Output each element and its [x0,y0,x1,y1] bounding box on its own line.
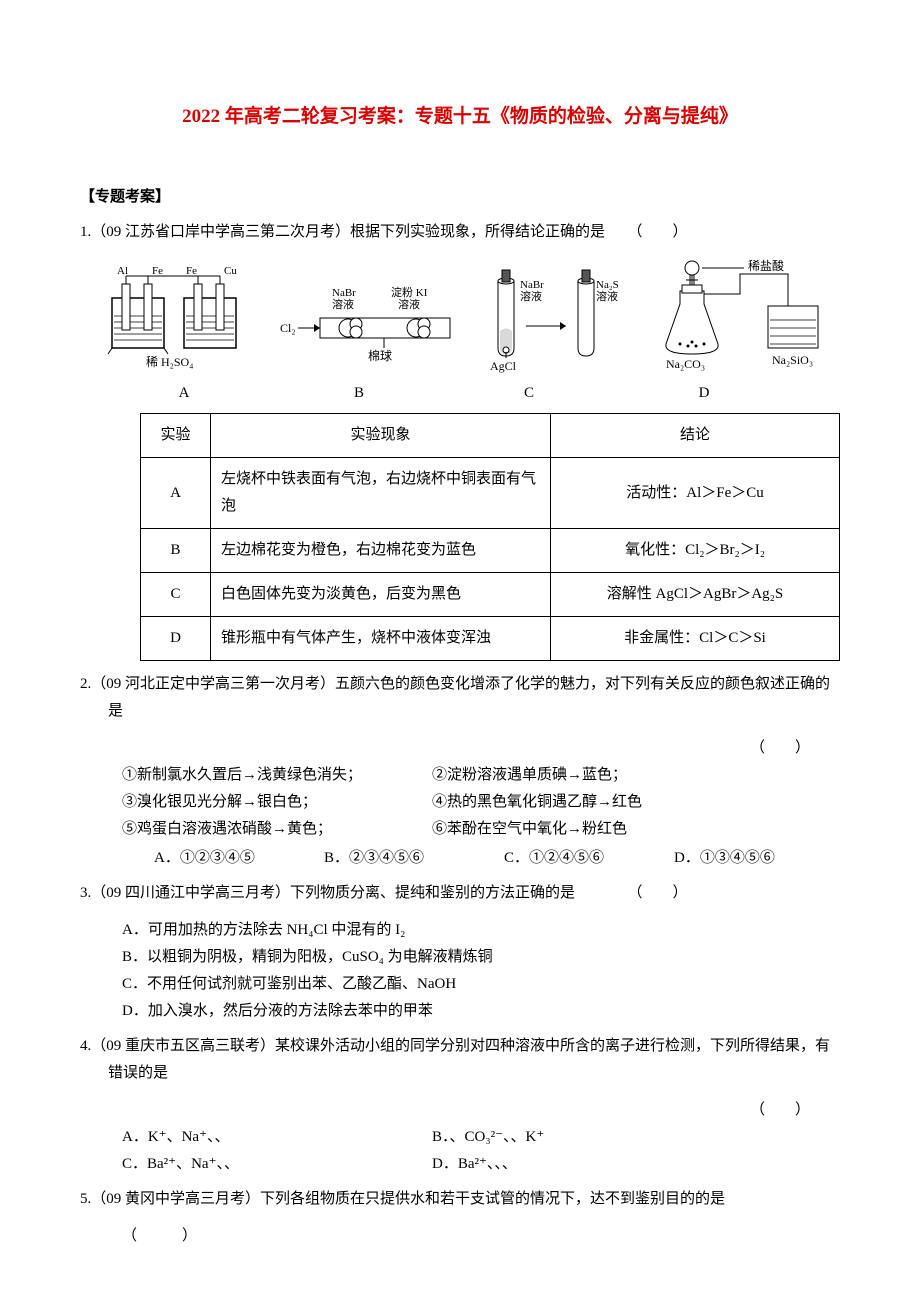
page-title: 2022 年高考二轮复习考案：专题十五《物质的检验、分离与提纯》 [80,100,840,134]
table-head-row: 实验 实验现象 结论 [141,414,840,458]
th-concl: 结论 [551,414,840,458]
q3-optC: C．不用任何试剂就可鉴别出苯、乙酸乙酯、NaOH [80,971,840,998]
table-row: B 左边棉花变为橙色，右边棉花变为蓝色 氧化性：Cl₂＞Br₂＞I₂ [141,529,840,573]
label-cotton: 棉球 [368,349,392,363]
q4-line-right: （ ） . [80,1097,840,1124]
label-cl2: Cl₂ [280,321,296,335]
q1-table: 实验 实验现象 结论 A 左烧杯中铁表面有气泡，右边烧杯中铜表面有气泡 活动性：… [140,413,840,661]
q2-r2c1: ③溴化银见光分解→银白色； [122,789,432,816]
q2-optD: D．①③④⑤⑥ [674,845,775,872]
q1-diagram-row: Al Fe Fe Cu 稀 H₂SO₄ Cl₂ NaBr 溶液 淀粉 KI 溶 [104,256,840,376]
q5-stem-text: 5.（09 黄冈中学高三月考）下列各组物质在只提供水和若干支试管的情况下，达不到… [80,1191,725,1207]
label-ki2: 溶液 [398,297,420,311]
q1-diagram-d: 稀盐酸 Na₂CO₃ Na₂SiO₃ [640,256,840,376]
cell: D [141,617,211,661]
cell: 非金属性：Cl＞C＞Si [551,617,840,661]
label-na2s2: 溶液 [596,289,618,303]
q1-diagram-c: NaBr 溶液 Na₂S 溶液 AgCl [478,266,628,376]
label-fe-r: Fe [186,266,197,277]
label-nabr-b: NaBr [332,287,356,299]
q2-r2c2: ④热的黑色氧化铜遇乙醇→红色 [432,789,642,816]
label-agcl: AgCl [490,359,517,373]
q2-row1: ①新制氯水久置后→浅黄绿色消失； ②淀粉溶液遇单质碘→蓝色； [80,762,840,789]
label-nabr-c2: 溶液 [520,289,542,303]
label-al: Al [117,266,128,277]
label-na2co3: Na₂CO₃ [666,357,705,371]
table-row: C 白色固体先变为淡黄色，后变为黑色 溶解性 AgCl＞AgBr＞Ag₂S [141,573,840,617]
cell: 氧化性：Cl₂＞Br₂＞I₂ [551,529,840,573]
q2-stem-text: 2.（09 河北正定中学高三第一次月考）五颜六色的颜色变化增添了化学的魅力，对下… [80,676,830,719]
q3-optB: B．以粗铜为阴极，精铜为阳极，CuSO₄ 为电解液精炼铜 [80,944,840,971]
title-text: 2022 年高考二轮复习考案：专题十五《物质的检验、分离与提纯》 [182,106,738,127]
dlabel-b: B [264,380,454,407]
label-hcl: 稀盐酸 [748,258,784,273]
q4-paren: （ ） [750,1097,810,1124]
cell: 白色固体先变为淡黄色，后变为黑色 [211,573,551,617]
q5-stem: 5.（09 黄冈中学高三月考）下列各组物质在只提供水和若干支试管的情况下，达不到… [80,1186,840,1213]
cell: B [141,529,211,573]
q2-stem: 2.（09 河北正定中学高三第一次月考）五颜六色的颜色变化增添了化学的魅力，对下… [80,671,840,725]
section-header: 【专题考案】 [80,184,840,211]
cell: A [141,458,211,529]
q2-r1c2: ②淀粉溶液遇单质碘→蓝色； [432,762,627,789]
cell: 溶解性 AgCl＞AgBr＞Ag₂S [551,573,840,617]
table-row: D 锥形瓶中有气体产生，烧杯中液体变浑浊 非金属性：Cl＞C＞Si [141,617,840,661]
q5-paren: （ ） [122,1228,197,1244]
dlabel-d: D [604,380,804,407]
q3-optD: D．加入溴水，然后分液的方法除去苯中的甲苯 [80,998,840,1025]
q4-opts-r2: C．Ba²⁺、Na⁺、、 D．Ba²⁺、、、 [80,1151,840,1178]
label-ki: 淀粉 KI [391,285,428,299]
q2-paren: （ ） [750,735,810,762]
q2-opts: A．①②③④⑤ B．②③④⑤⑥ C．①②④⑤⑥ D．①③④⑤⑥ [80,845,840,872]
label-nabr-c: NaBr [520,279,544,291]
q2-optB: B．②③④⑤⑥ [324,845,504,872]
label-na2sio3: Na₂SiO₃ [772,353,813,367]
label-na2s: Na₂S [596,279,619,291]
cell: 左烧杯中铁表面有气泡，右边烧杯中铜表面有气泡 [211,458,551,529]
dlabel-c: C [454,380,604,407]
q1-diagram-b: Cl₂ NaBr 溶液 淀粉 KI 溶液 棉球 [276,266,466,376]
q4-optC: C．Ba²⁺、Na⁺、、 [122,1151,432,1178]
label-fe-l: Fe [152,266,163,277]
q4-opts-r1: A．K⁺、Na⁺、、 B．、CO₃²⁻、、K⁺ [80,1124,840,1151]
q3-stem: 3.（09 四川通江中学高三月考）下列物质分离、提纯和鉴别的方法正确的是 （ ） [80,880,840,907]
q2-r1c1: ①新制氯水久置后→浅黄绿色消失； [122,762,432,789]
table-row: A 左烧杯中铁表面有气泡，右边烧杯中铜表面有气泡 活动性：Al＞Fe＞Cu [141,458,840,529]
q4-optB: B．、CO₃²⁻、、K⁺ [432,1124,544,1151]
q3-optA: A．可用加热的方法除去 NH₄Cl 中混有的 I₂ [80,917,840,944]
label-h2so4: 稀 H₂SO₄ [146,355,193,369]
label-cu: Cu [224,266,237,277]
q2-row2: ③溴化银见光分解→银白色； ④热的黑色氧化铜遇乙醇→红色 [80,789,840,816]
q1-diagram-a: Al Fe Fe Cu 稀 H₂SO₄ [104,266,264,376]
q4-stem: 4.（09 重庆市五区高三联考）某校课外活动小组的同学分别对四种溶液中所含的离子… [80,1033,840,1087]
dlabel-a: A [104,380,264,407]
cell: 活动性：Al＞Fe＞Cu [551,458,840,529]
q4-optD: D．Ba²⁺、、、 [432,1151,517,1178]
q5-paren-line: （ ） [80,1223,840,1250]
q2-optA: A．①②③④⑤ [154,845,324,872]
q2-row3: ⑤鸡蛋白溶液遇浓硝酸→黄色； ⑥苯酚在空气中氧化→粉红色 [80,816,840,843]
q4-stem-text: 4.（09 重庆市五区高三联考）某校课外活动小组的同学分别对四种溶液中所含的离子… [80,1038,830,1081]
th-phen: 实验现象 [211,414,551,458]
q1-diagram-labels: A B C D [104,380,840,407]
th-exp: 实验 [141,414,211,458]
q4-optA: A．K⁺、Na⁺、、 [122,1124,432,1151]
cell: C [141,573,211,617]
cell: 左边棉花变为橙色，右边棉花变为蓝色 [211,529,551,573]
q2-r3c1: ⑤鸡蛋白溶液遇浓硝酸→黄色； [122,816,432,843]
q1-stem: 1.（09 江苏省口岸中学高三第二次月考）根据下列实验现象，所得结论正确的是 （… [80,219,840,246]
q2-optC: C．①②④⑤⑥ [504,845,674,872]
label-nabr-b2: 溶液 [332,297,354,311]
q2-r3c2: ⑥苯酚在空气中氧化→粉红色 [432,816,627,843]
cell: 锥形瓶中有气体产生，烧杯中液体变浑浊 [211,617,551,661]
q2-line-right: （ ） . [80,735,840,762]
